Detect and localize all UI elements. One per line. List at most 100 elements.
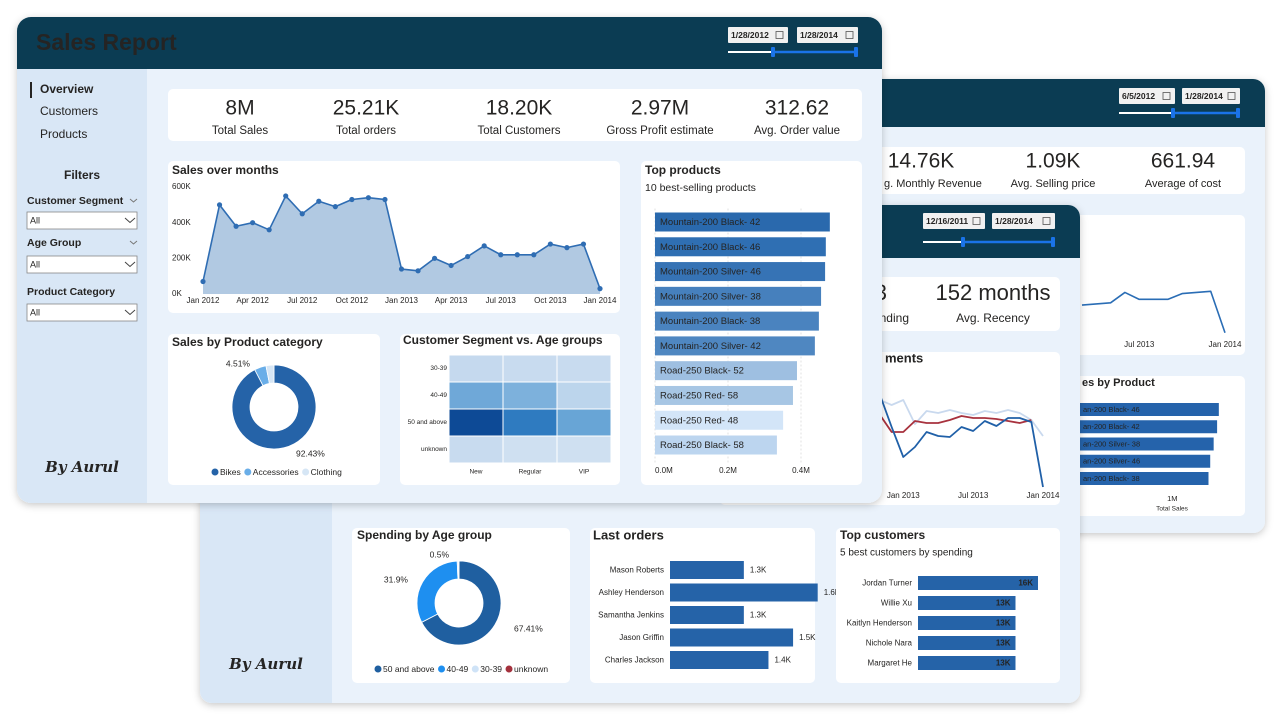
point — [332, 204, 338, 210]
filter-selected: All — [30, 259, 40, 269]
data-label: 67.41% — [514, 623, 543, 633]
heat-cell — [502, 408, 558, 437]
kpi-label: Total Customers — [477, 125, 560, 137]
slider-handle[interactable] — [961, 237, 965, 247]
bar — [655, 311, 819, 331]
chart-title: Spending by Age group — [357, 528, 492, 542]
y-tick-label: 0K — [172, 289, 182, 298]
panel: 1/28/2012 1/28/2014 Sales Report Overview Cu… — [17, 17, 882, 503]
chart-title: Last orders — [593, 527, 664, 542]
kpi-label: Avg. Order value — [754, 125, 840, 137]
nav-item[interactable]: Overview — [40, 82, 94, 96]
sidebar — [17, 69, 147, 503]
heat-cell — [502, 381, 558, 410]
value-label: 1.3K — [750, 611, 767, 620]
heat-cell — [556, 381, 612, 410]
date-text: 1/28/2014 — [1185, 91, 1223, 101]
row-label: unknown — [421, 446, 447, 453]
nav-item[interactable]: Products — [40, 127, 87, 141]
bar-label: Mountain-200 Black- 38 — [660, 316, 760, 327]
bar-label: Road-250 Red- 48 — [660, 415, 738, 426]
point — [382, 196, 388, 203]
chart-title: Top products — [645, 163, 721, 177]
bar-label: Mountain-200 Black- 42 — [660, 217, 760, 228]
date-box[interactable] — [728, 27, 788, 43]
kpi-value: 2.97M — [631, 97, 689, 120]
date-box[interactable] — [1119, 88, 1175, 104]
kpi-label: nding — [880, 311, 909, 325]
point — [465, 253, 471, 260]
point — [580, 241, 587, 247]
column-label: New — [469, 469, 482, 476]
date-box[interactable] — [992, 213, 1055, 229]
card — [168, 89, 862, 141]
bar-label: Nichole Nara — [866, 639, 913, 648]
bar-label: Margaret He — [868, 659, 913, 668]
bar-label: Mountain-200 Silver- 46 — [660, 267, 761, 278]
point — [233, 223, 239, 229]
kpi-value: 25.21K — [333, 97, 400, 120]
nav-item[interactable]: Customers — [40, 104, 98, 118]
kpi-label: Avg. Selling price — [1011, 178, 1096, 190]
legend-label: 30-39 — [480, 664, 502, 674]
filter-dropdown[interactable] — [26, 255, 138, 274]
x-tick-label: Jul 2013 — [958, 491, 989, 500]
bar — [655, 262, 826, 282]
bar-label: Mountain-200 Silver- 38 — [660, 291, 761, 302]
filter-dropdown[interactable] — [26, 303, 138, 322]
dropdown-chevron — [124, 309, 136, 316]
bar — [670, 583, 818, 602]
bar-label: an-200 Silver- 46 — [1083, 457, 1140, 466]
column-label: Regular — [519, 469, 543, 476]
x-tick-label: Jan 2013 — [887, 491, 920, 500]
date-box[interactable] — [1182, 88, 1240, 104]
slider-handle[interactable] — [854, 47, 858, 57]
heat-cell — [448, 435, 504, 464]
row-label: 30-39 — [430, 365, 447, 372]
value-label: 13K — [996, 639, 1011, 648]
bar-label: Jason Griffin — [619, 633, 664, 642]
chart-title: Sales by Product category — [172, 335, 323, 349]
bar — [670, 561, 744, 579]
slider-handle[interactable] — [1236, 108, 1240, 118]
x-tick-label: Jul 2013 — [1124, 340, 1155, 349]
kpi-label: Avg. Recency — [956, 311, 1030, 325]
x-axis-title: Total Sales — [1156, 506, 1189, 513]
bar — [655, 286, 822, 306]
kpi-label: Total Sales — [212, 125, 269, 137]
bar — [655, 361, 797, 381]
date-box[interactable] — [797, 27, 858, 43]
point — [415, 268, 421, 274]
bar-label: Mountain-200 Black- 46 — [660, 242, 760, 253]
filter-dropdown[interactable] — [26, 211, 138, 230]
x-tick-label: Jan 2013 — [385, 296, 418, 305]
chart-title: Sales over months — [172, 163, 279, 177]
row-label: 50 and above — [408, 419, 448, 426]
date-text: 1/28/2014 — [995, 216, 1033, 226]
heat-cell — [502, 354, 558, 383]
slider-handle[interactable] — [771, 47, 775, 57]
chart-subtitle: 10 best-selling products — [645, 182, 756, 194]
donut-segment — [265, 364, 275, 384]
data-label: 92.43% — [296, 448, 325, 458]
bar — [918, 616, 1016, 630]
heat-cell — [448, 354, 504, 383]
line — [1081, 290, 1226, 333]
date-box[interactable] — [923, 213, 985, 229]
kpi-value: 8M — [225, 97, 254, 120]
bar-label: Ashley Henderson — [599, 588, 664, 597]
calendar-icon — [1042, 217, 1051, 225]
bar-label: an-200 Black- 46 — [1083, 405, 1140, 414]
bar-label: Road-250 Red- 58 — [660, 390, 738, 401]
slider-handle[interactable] — [1051, 237, 1055, 247]
value-label: 16K — [1018, 579, 1033, 588]
bar-label: Willie Xu — [881, 599, 912, 608]
slider-handle[interactable] — [1171, 108, 1175, 118]
x-tick-label: Apr 2013 — [435, 296, 468, 305]
x-tick-label: Jan 2014 — [1027, 491, 1060, 500]
point — [398, 266, 405, 272]
legend-label: unknown — [514, 664, 548, 674]
data-label: 31.9% — [384, 574, 409, 584]
dropdown-chevron — [124, 261, 136, 268]
